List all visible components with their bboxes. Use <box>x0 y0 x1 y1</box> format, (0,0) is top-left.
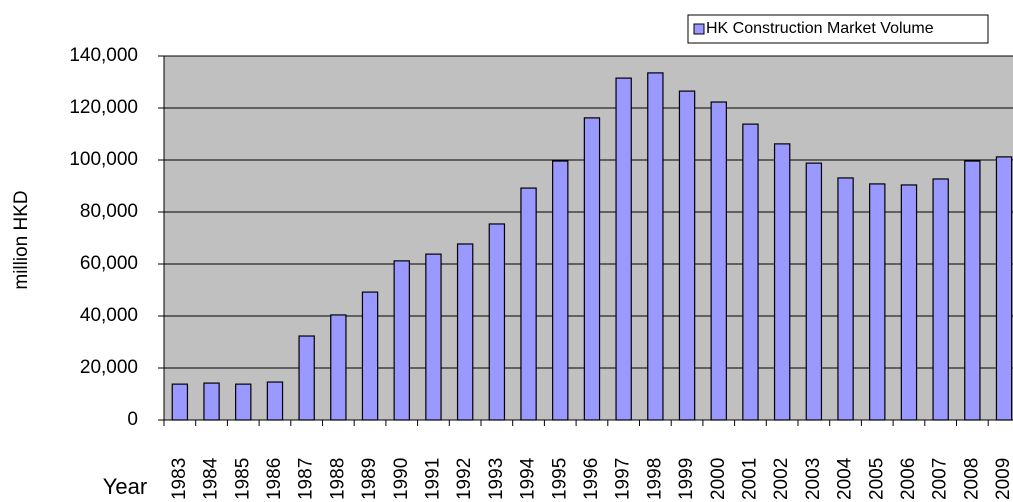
x-tick-label: 1988 <box>327 458 348 500</box>
bar <box>742 123 759 421</box>
y-tick-label: 140,000 <box>69 45 138 66</box>
bar <box>552 160 569 421</box>
y-tick-label: 80,000 <box>80 201 138 222</box>
bar <box>330 314 347 421</box>
y-tick-label: 100,000 <box>69 149 138 170</box>
bar <box>456 243 474 421</box>
x-tick-label: 1996 <box>581 458 602 500</box>
bar <box>361 291 379 421</box>
x-tick-label: 1997 <box>613 458 634 500</box>
bar <box>837 177 854 421</box>
bar <box>203 382 220 421</box>
bar <box>298 335 315 421</box>
bar <box>678 90 696 421</box>
x-tick-label: 1983 <box>169 458 190 500</box>
bar <box>615 77 632 421</box>
bar <box>773 143 791 421</box>
x-tick-label: 1998 <box>644 458 665 500</box>
bar <box>583 117 601 421</box>
bar <box>520 187 537 421</box>
bar <box>995 156 1013 421</box>
x-tick-label: 2008 <box>961 458 982 500</box>
x-tick-label: 1993 <box>486 458 507 500</box>
x-tick-label: 2007 <box>930 458 951 500</box>
legend-swatch <box>693 23 705 35</box>
legend-label: HK Construction Market Volume <box>706 20 934 37</box>
x-tick-label: 2001 <box>739 458 760 500</box>
y-tick-label: 40,000 <box>80 305 138 326</box>
bar <box>869 183 886 421</box>
x-tick-label: 2004 <box>835 457 856 500</box>
x-tick-label: 2009 <box>993 458 1013 500</box>
bar <box>393 260 410 421</box>
bar <box>647 72 664 421</box>
bar <box>171 383 189 421</box>
x-tick-label: 1992 <box>454 458 475 500</box>
x-tick-label: 1985 <box>232 458 253 500</box>
x-tick-label: 1986 <box>264 458 285 500</box>
bar <box>266 381 284 421</box>
bar <box>805 162 823 421</box>
x-tick-label: 1987 <box>296 458 317 500</box>
x-tick-label: 2006 <box>898 458 919 500</box>
y-tick-label: 120,000 <box>69 97 138 118</box>
x-tick-label: 1984 <box>201 457 222 500</box>
x-axis-label: Year <box>103 474 147 499</box>
x-tick-label: 1999 <box>676 458 697 500</box>
x-tick-label: 2002 <box>771 458 792 500</box>
y-axis-label: million HKD <box>11 190 32 289</box>
bar <box>964 160 981 421</box>
y-tick-label: 20,000 <box>80 357 138 378</box>
bar <box>900 184 918 421</box>
bar <box>710 101 727 421</box>
y-tick-label: 0 <box>127 409 138 430</box>
bar <box>932 178 949 421</box>
x-tick-label: 1990 <box>391 458 412 500</box>
x-tick-label: 1989 <box>359 458 380 500</box>
legend-box <box>687 14 989 44</box>
x-tick-label: 2005 <box>866 458 887 500</box>
bar <box>235 383 252 421</box>
x-tick-label: 1995 <box>549 458 570 500</box>
x-tick-label: 2000 <box>708 458 729 500</box>
bar <box>488 223 506 421</box>
y-tick-label: 60,000 <box>80 253 138 274</box>
x-tick-label: 1991 <box>422 458 443 500</box>
bar <box>425 253 442 421</box>
x-tick-label: 1994 <box>518 457 539 500</box>
x-tick-label: 2003 <box>803 458 824 500</box>
